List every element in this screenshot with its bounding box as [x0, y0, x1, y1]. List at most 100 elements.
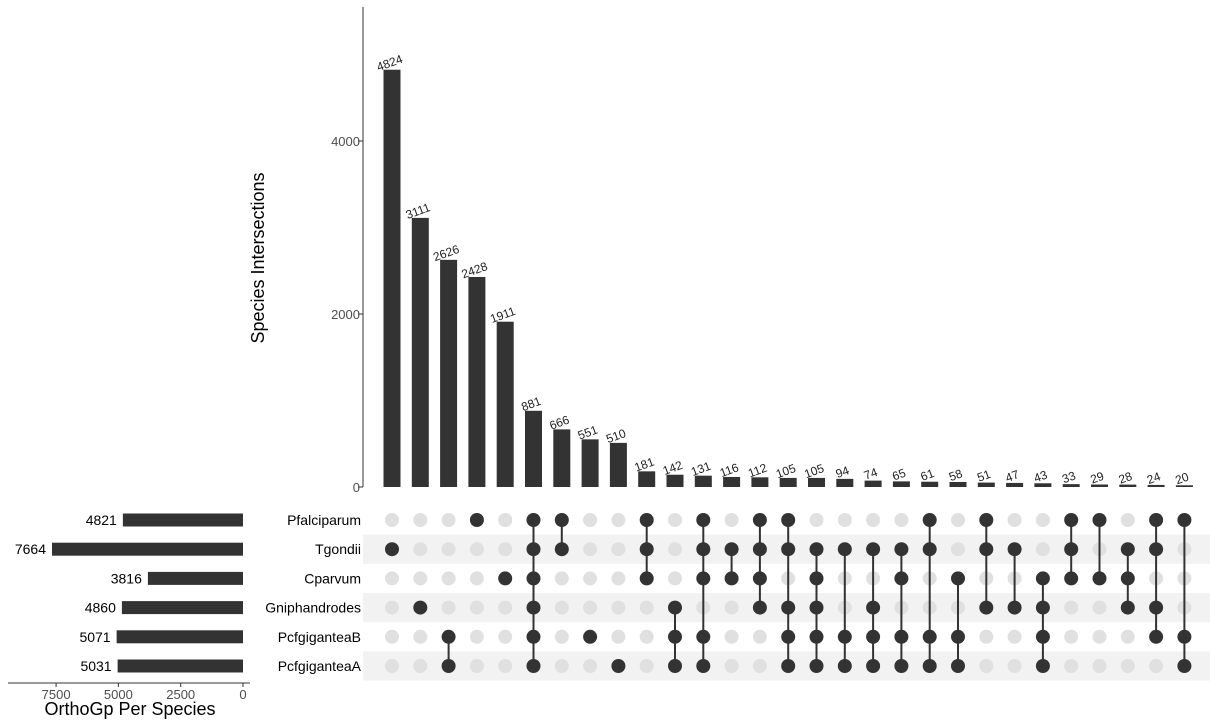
intersection-bar: [1091, 484, 1108, 487]
set-name-label: Tgondii: [315, 541, 361, 557]
bar-value-label: 116: [718, 460, 741, 480]
matrix-dot-empty: [554, 659, 569, 673]
matrix-dot-empty: [951, 513, 965, 527]
matrix-dot-empty: [837, 513, 852, 527]
matrix-dot-empty: [583, 542, 598, 557]
matrix-dot-empty: [583, 659, 598, 673]
matrix-dot-empty: [583, 513, 598, 527]
set-size-value: 4860: [85, 600, 116, 616]
intersection-bar: [921, 481, 939, 487]
bar-value-label: 33: [1060, 468, 1078, 486]
matrix-dot-empty: [441, 542, 456, 557]
matrix-dot-empty: [894, 513, 909, 527]
set-size-tick-label: 2500: [166, 687, 195, 702]
matrix-dot-empty: [385, 571, 399, 586]
intersection-bar: [666, 474, 684, 487]
matrix-dot-empty: [1149, 659, 1164, 673]
matrix-dot-empty: [668, 542, 682, 557]
matrix-dot-empty: [498, 629, 513, 644]
intersection-bar: [1062, 484, 1080, 487]
bar-value-label: 20: [1173, 470, 1191, 488]
bar-value-label: 142: [661, 458, 685, 478]
intersection-bar: [723, 476, 741, 487]
matrix-dot-empty: [639, 600, 654, 615]
set-name-label: PcfgiganteaB: [278, 629, 361, 645]
matrix-dot-empty: [809, 513, 824, 527]
matrix-dot-empty: [554, 629, 569, 644]
matrix-dot-empty: [1007, 629, 1022, 644]
matrix-dot-empty: [413, 542, 428, 557]
matrix-dot-empty: [1064, 600, 1079, 615]
set-size-axis: 7500 5000 2500 0: [8, 682, 250, 702]
set-size-bar: [147, 571, 243, 585]
intersection-matrix: [385, 513, 1192, 673]
intersection-bars: [383, 69, 1193, 487]
matrix-dot-empty: [413, 571, 428, 586]
y-axis: 0 2000 4000: [331, 7, 364, 495]
matrix-dot-empty: [1064, 629, 1079, 644]
set-size-tick-label: 7500: [42, 687, 71, 702]
intersection-bar: [468, 276, 486, 487]
matrix-dot-empty: [469, 600, 484, 615]
matrix-dot-empty: [1092, 659, 1107, 673]
bar-value-label: 181: [633, 454, 657, 474]
matrix-dot-empty: [498, 513, 513, 527]
intersection-bar: [383, 69, 401, 487]
intersection-bar: [440, 259, 458, 487]
matrix-dot-empty: [469, 571, 484, 586]
set-size-bars: 4821 Pfalciparum 7664 Tgondii 3816 Cparvum 486…: [15, 512, 362, 674]
matrix-dot-filled: [611, 659, 626, 673]
matrix-dot-empty: [611, 513, 626, 527]
matrix-dot-empty: [441, 571, 456, 586]
set-name-label: Cparvum: [304, 570, 361, 586]
matrix-dot-empty: [639, 659, 654, 673]
bar-value-label: 666: [548, 413, 572, 433]
matrix-dot-empty: [752, 659, 767, 673]
matrix-dot-empty: [724, 629, 739, 644]
y-tick-label: 2000: [331, 307, 360, 322]
matrix-dot-empty: [724, 659, 739, 673]
bar-value-label: 51: [975, 467, 993, 485]
matrix-dot-empty: [724, 513, 739, 527]
bar-value-label: 105: [802, 461, 826, 481]
matrix-dot-empty: [668, 513, 682, 527]
matrix-dot-empty: [1007, 659, 1022, 673]
set-size-value: 4821: [86, 512, 117, 528]
intersection-bar: [609, 442, 627, 487]
matrix-dot-empty: [668, 571, 682, 586]
matrix-dot-empty: [1092, 629, 1107, 644]
intersection-bar: [694, 475, 712, 487]
matrix-dot-empty: [498, 542, 513, 557]
set-name-label: Gniphandrodes: [265, 600, 361, 616]
set-size-bar: [52, 542, 243, 556]
set-size-tick-label: 0: [239, 687, 246, 702]
matrix-dot-empty: [611, 542, 626, 557]
matrix-dot-empty: [413, 629, 428, 644]
bar-value-label: 58: [947, 466, 965, 484]
matrix-dot-empty: [498, 600, 513, 615]
bar-value-label: 24: [1145, 469, 1163, 487]
set-size-bar: [121, 601, 243, 615]
intersection-bar: [1175, 485, 1193, 487]
matrix-dot-empty: [583, 600, 598, 615]
set-size-axis-title: OrthoGp Per Species: [44, 699, 215, 719]
set-size-value: 5071: [79, 629, 110, 645]
matrix-dot-empty: [498, 659, 513, 673]
set-size-tick-label: 5000: [104, 687, 133, 702]
intersection-bar: [864, 480, 882, 487]
bar-value-label: 65: [890, 466, 908, 484]
matrix-dot-empty: [1035, 513, 1050, 527]
bar-value-label: 94: [834, 463, 852, 481]
bar-value-label: 551: [576, 422, 600, 442]
y-tick-label: 4000: [331, 134, 360, 149]
matrix-dot-empty: [554, 600, 569, 615]
bar-value-label: 61: [919, 466, 937, 484]
intersection-bar: [949, 481, 967, 487]
intersection-bar: [779, 477, 797, 487]
matrix-dot-empty: [1092, 600, 1107, 615]
bar-value-label: 112: [746, 461, 769, 481]
bar-value-label: 47: [1004, 467, 1022, 485]
y-tick-label: 0: [353, 480, 360, 495]
bar-value-label: 510: [604, 426, 628, 446]
bar-value-label: 74: [862, 465, 880, 483]
